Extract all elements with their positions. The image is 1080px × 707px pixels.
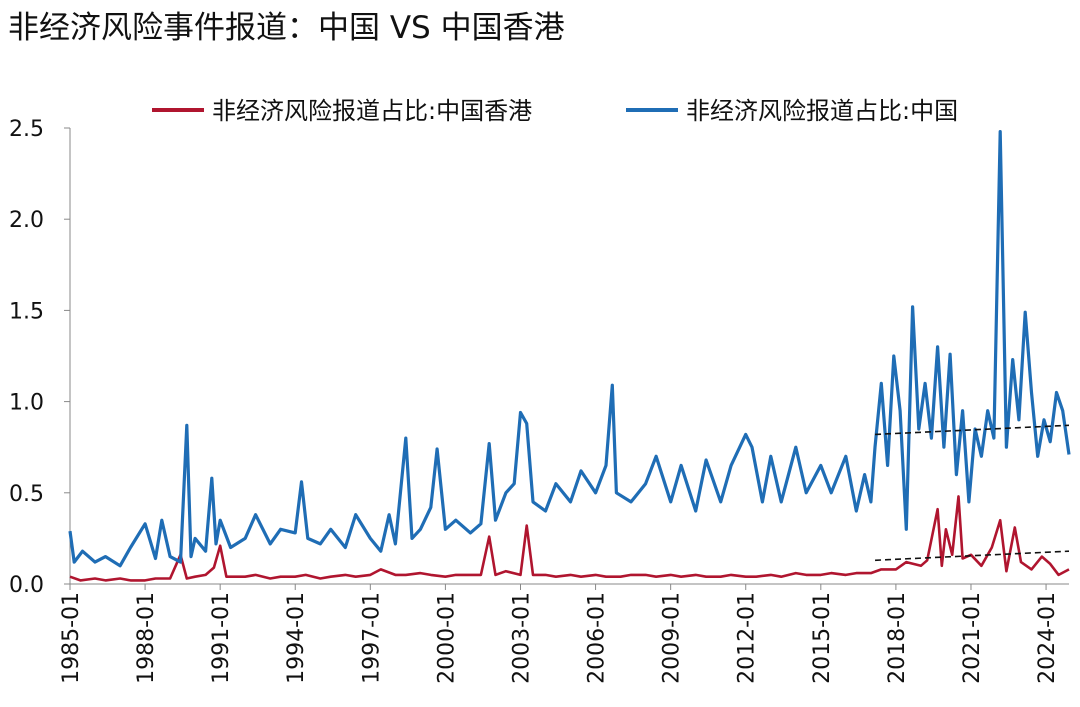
- legend: 非经济风险报道占比:中国香港 非经济风险报道占比:中国: [152, 97, 958, 125]
- axes: 0.0 0.5 1.0 1.5 2.0 2.5 1985-01 1988-01 1991-01 1…: [9, 117, 1069, 684]
- x-tick-label: 2024-01: [1035, 592, 1060, 684]
- y-tick-label: 0.0: [9, 573, 44, 598]
- series-line-hk: [69, 495, 1070, 582]
- x-tick-label: 2018-01: [885, 592, 910, 684]
- chart-title: 非经济风险事件报道：中国 VS 中国香港: [8, 10, 565, 46]
- x-tick-label: 2003-01: [509, 592, 534, 684]
- y-tick-label: 2.5: [9, 117, 44, 142]
- y-tick-label: 1.5: [9, 299, 44, 324]
- series-lines: [68, 130, 1071, 582]
- trendlines: [875, 424, 1070, 562]
- x-tick-label: 1988-01: [134, 592, 159, 684]
- x-tick-label: 2000-01: [434, 592, 459, 684]
- x-tick-label: 2015-01: [810, 592, 835, 684]
- x-tick-label: 1994-01: [284, 592, 309, 684]
- legend-label-hk: 非经济风险报道占比:中国香港: [212, 97, 532, 125]
- trendline-cn: [875, 424, 1070, 436]
- x-tick-label: 2012-01: [735, 592, 760, 684]
- y-tick-label: 2.0: [9, 208, 44, 233]
- x-tick-label: 1991-01: [209, 592, 234, 684]
- x-tick-label: 1997-01: [359, 592, 384, 684]
- series-line-cn: [68, 130, 1071, 568]
- x-tick-label: 2009-01: [660, 592, 685, 684]
- trendline-hk: [875, 550, 1070, 562]
- y-tick-label: 1.0: [9, 391, 44, 416]
- x-tick-label: 1985-01: [59, 592, 84, 684]
- y-tick-label: 0.5: [9, 482, 44, 507]
- legend-label-cn: 非经济风险报道占比:中国: [686, 97, 958, 125]
- x-tick-label: 2006-01: [585, 592, 610, 684]
- x-tick-label: 2021-01: [960, 592, 985, 684]
